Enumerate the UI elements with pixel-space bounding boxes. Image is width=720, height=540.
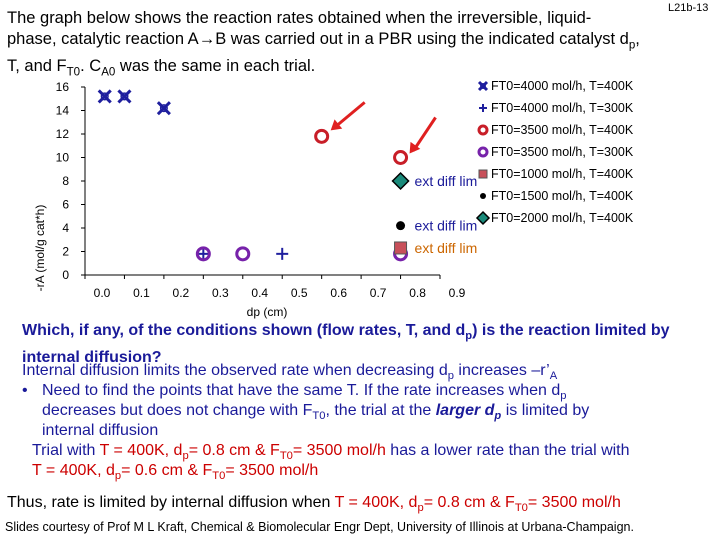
x-tick-label: 0.3 [212, 286, 229, 300]
legend: FT0=4000 mol/h, T=400K FT0=4000 mol/h, T=… [475, 79, 634, 226]
explain-line-2: Need to find the points that have the sa… [42, 382, 567, 403]
chart-axes [84, 87, 440, 276]
legend-label: FT0=1500 mol/h, T=400K [491, 189, 634, 203]
legend-marker [477, 80, 489, 92]
y-tick-label: 0 [62, 268, 69, 282]
data-point [314, 128, 330, 144]
legend-marker [478, 169, 488, 179]
legend-label: FT0=1000 mol/h, T=400K [491, 167, 634, 181]
data-point [391, 171, 410, 191]
legend-item: FT0=4000 mol/h, T=300K [479, 101, 634, 115]
explanation: Internal diffusion limits the observed r… [22, 361, 712, 491]
data-point [117, 89, 132, 104]
x-axis-label: dp (cm) [247, 305, 288, 319]
credit-footer: Slides courtesy of Prof M L Kraft, Chemi… [5, 520, 634, 534]
y-tick-label: 8 [62, 174, 69, 188]
legend-label: FT0=4000 mol/h, T=400K [491, 79, 634, 93]
x-tick-label: 0.7 [370, 286, 387, 300]
legend-marker [477, 124, 489, 136]
data-point [393, 150, 409, 165]
data-point [396, 221, 406, 231]
data-point [394, 241, 408, 255]
legend-label: FT0=3500 mol/h, T=400K [491, 123, 634, 137]
x-tick-label: 0.4 [251, 286, 268, 300]
legend-label: FT0=4000 mol/h, T=300K [491, 101, 634, 115]
legend-item: FT0=3500 mol/h, T=300K [477, 145, 634, 159]
legend-label: FT0=3500 mol/h, T=300K [491, 145, 634, 159]
y-tick-label: 14 [56, 104, 70, 118]
highlight-arrows [330, 101, 437, 154]
x-tick-label: 0.9 [449, 286, 466, 300]
legend-label: FT0=2000 mol/h, T=400K [491, 211, 634, 225]
explain-line-1: Internal diffusion limits the observed r… [22, 362, 558, 383]
explain-bullet: • [22, 382, 28, 399]
x-tick-label: 0.6 [330, 286, 347, 300]
y-tick-label: 6 [62, 198, 69, 212]
annotation-label: ext diff lim [415, 218, 478, 234]
highlight-arrow [409, 116, 437, 154]
x-tick-label: 0.5 [291, 286, 308, 300]
y-tick-label: 16 [56, 80, 70, 94]
y-tick-label: 12 [56, 127, 70, 141]
annotation-label: ext diff lim [415, 173, 478, 189]
slide-id: L21b-13 [668, 2, 709, 14]
data-point [276, 247, 289, 260]
annotations: ext diff lim ext diff lim ext diff lim [415, 173, 478, 256]
explain-line-5: Trial with T = 400K, dp= 0.8 cm & FT0= 3… [32, 442, 630, 463]
legend-item: FT0=4000 mol/h, T=400K [477, 79, 634, 93]
legend-item: FT0=3500 mol/h, T=400K [477, 123, 634, 137]
x-tick-label: 0.1 [133, 286, 150, 300]
legend-marker [477, 146, 489, 158]
x-tick-labels: 0.0 0.1 0.2 0.3 0.4 0.5 0.6 0.7 0.8 0.9 [84, 275, 466, 300]
legend-marker [479, 104, 487, 112]
data-point [195, 246, 211, 262]
intro-line-2: phase, catalytic reaction A→B was carrie… [7, 30, 640, 52]
conclusion: Thus, rate is limited by internal diffus… [7, 494, 621, 515]
data-point [197, 247, 210, 260]
intro-text: The graph below shows the reaction rates… [7, 8, 717, 84]
y-tick-label: 10 [56, 151, 70, 165]
legend-marker [480, 193, 486, 199]
explain-line-3: decreases but does not change with FT0, … [42, 402, 590, 423]
y-axis-label: -rA (mol/g cat*h) [33, 205, 47, 292]
y-tick-labels: 0 2 4 6 8 10 12 14 16 [56, 80, 85, 282]
x-tick-label: 0.2 [173, 286, 190, 300]
data-point [156, 101, 171, 116]
data-point [235, 246, 251, 262]
legend-item: FT0=1000 mol/h, T=400K [478, 167, 634, 181]
explain-line-4: internal diffusion [42, 422, 159, 439]
question-text: Which, if any, of the conditions shown (… [22, 322, 670, 367]
data-points [97, 89, 410, 262]
data-point [97, 89, 112, 104]
legend-item: FT0=1500 mol/h, T=400K [480, 189, 634, 203]
y-tick-label: 4 [62, 221, 69, 235]
intro-line-1: The graph below shows the reaction rates… [7, 9, 592, 27]
annotation-label: ext diff lim [415, 240, 478, 256]
y-tick-label: 2 [62, 245, 69, 259]
legend-item: FT0=2000 mol/h, T=400K [475, 210, 634, 226]
x-tick-label: 0.0 [94, 286, 111, 300]
highlight-arrow [330, 101, 366, 131]
intro-line-3: T, and FT0. CA0 was the same in each tri… [7, 57, 316, 79]
x-tick-label: 0.8 [409, 286, 426, 300]
explain-line-6: T = 400K, dp= 0.6 cm & FT0= 3500 mol/h [32, 462, 319, 483]
legend-marker [475, 210, 491, 226]
